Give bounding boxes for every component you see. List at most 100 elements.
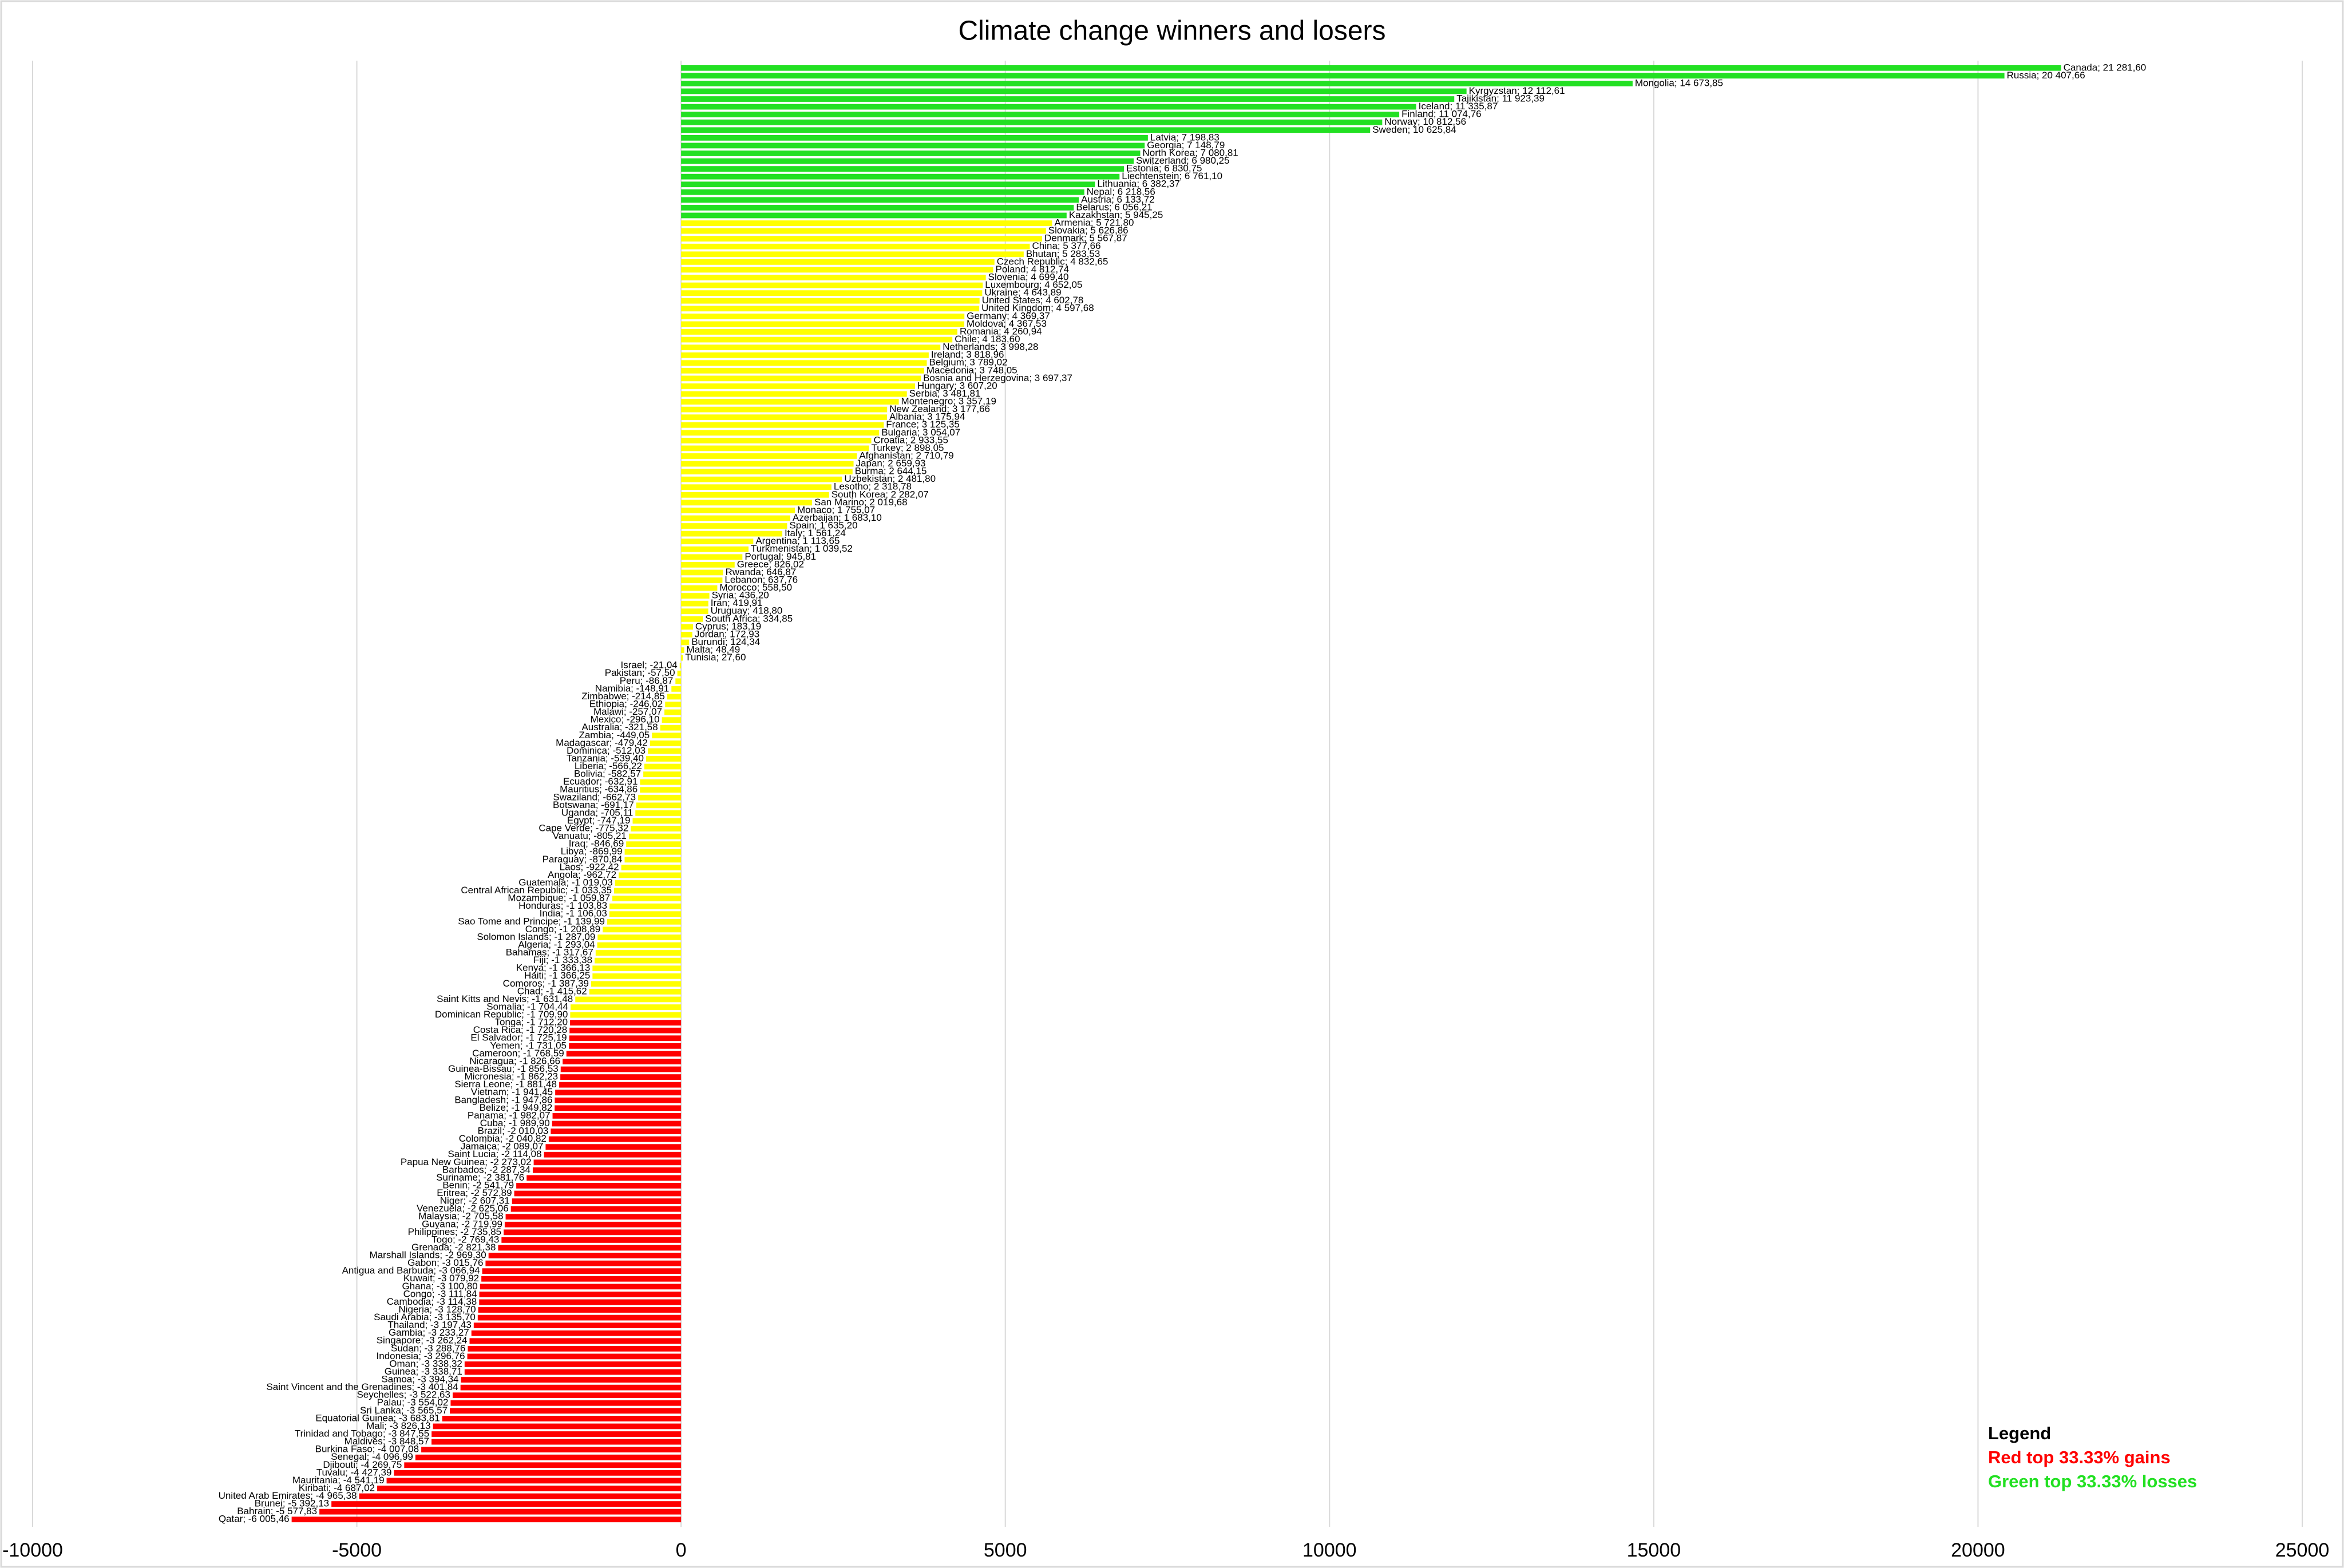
bar: [555, 1105, 682, 1111]
value-label: Vietnam; -1 941,45: [471, 1087, 553, 1098]
bar: [478, 1307, 682, 1313]
value-label: Saudi Arabia; -3 135,70: [374, 1312, 476, 1322]
value-label: Tunisia; 27,60: [685, 652, 746, 663]
bar: [650, 740, 682, 746]
value-label: Fiji; -1 333,38: [533, 955, 592, 965]
value-label: Costa Rica; -1 720,28: [473, 1024, 567, 1035]
bar: [609, 911, 682, 917]
bar: [681, 158, 1134, 164]
bar: [544, 1151, 682, 1158]
bar: [595, 950, 682, 956]
value-label: Chile; 4 183,60: [955, 334, 1020, 345]
value-label: Jordan; 172,93: [695, 628, 759, 639]
bar: [631, 826, 682, 831]
value-label: Czech Republic; 4 832,65: [997, 256, 1108, 267]
value-label: Egypt; -747,19: [567, 815, 631, 826]
value-label: Belgium; 3 789,02: [929, 357, 1007, 368]
bar: [464, 1369, 682, 1375]
value-label: San Marino; 2 019,68: [814, 497, 908, 508]
value-label: Haiti; -1 366,25: [524, 970, 590, 981]
bar: [677, 670, 682, 676]
bar: [681, 151, 1141, 156]
value-label: Saint Vincent and the Grenadines; -3 401…: [266, 1381, 458, 1392]
bar: [681, 554, 743, 560]
bar: [512, 1198, 682, 1204]
bar: [681, 142, 1145, 149]
bar: [421, 1447, 682, 1453]
value-label: Gabon; -3 015,76: [407, 1257, 483, 1268]
value-label: Monaco; 1 755,07: [797, 504, 875, 515]
bar: [479, 1299, 682, 1305]
value-label: Comoros; -1 387,39: [503, 978, 589, 989]
bar: [636, 802, 682, 809]
bar: [614, 888, 682, 894]
value-label: Canada; 21 281,60: [2064, 62, 2147, 73]
value-label: Papua New Guinea; -2 273,02: [401, 1157, 532, 1167]
bar: [404, 1462, 682, 1468]
value-label: Philippines; -2 735,85: [408, 1226, 502, 1237]
value-label: Montenegro; 3 357,19: [901, 396, 996, 407]
bar: [628, 833, 682, 840]
value-label: Turkey; 2 898,05: [872, 442, 944, 453]
bar: [681, 530, 783, 537]
value-label: United States; 4 602,78: [982, 295, 1084, 306]
bar: [597, 935, 682, 940]
bar: [681, 212, 1067, 219]
bar: [681, 73, 2005, 79]
value-label: Kenya; -1 366,13: [516, 963, 590, 973]
value-label: Chad; -1 415,62: [517, 985, 587, 996]
bar: [516, 1183, 682, 1189]
bar: [681, 228, 1046, 234]
bar: [468, 1345, 682, 1352]
value-label: Equatorial Guinea; -3 683,81: [315, 1412, 440, 1423]
value-label: Oman; -3 338,32: [389, 1358, 462, 1369]
value-label: Bhutan; 5 283,53: [1026, 248, 1100, 259]
value-label: Afghanistan; 2 710,79: [859, 450, 953, 461]
value-label: Cameroon; -1 768,59: [472, 1048, 564, 1059]
value-label: Mexico; -296,10: [591, 714, 660, 725]
bar: [681, 600, 708, 607]
value-label: Angola; -962,72: [548, 869, 616, 880]
value-label: Liberia; -566,22: [575, 761, 642, 771]
x-tick-label: 10000: [1302, 1539, 1357, 1561]
value-label: Niger; -2 607,31: [440, 1195, 510, 1206]
value-label: Norway; 10 812,56: [1384, 116, 1466, 127]
bar: [569, 1035, 682, 1042]
bar: [607, 918, 682, 925]
bar: [592, 965, 682, 972]
value-label: Iraq; -846,69: [569, 838, 624, 849]
value-label: Cambodia; -3 114,38: [387, 1296, 477, 1307]
value-label: Guinea; -3 338,71: [385, 1366, 462, 1377]
value-label: Nicaragua; -1 826,66: [469, 1055, 560, 1066]
bar: [501, 1237, 682, 1243]
bar: [473, 1322, 682, 1329]
bar: [559, 1082, 682, 1088]
value-label: Albania; 3 175,94: [889, 411, 965, 422]
bar: [660, 724, 682, 731]
bar: [681, 88, 1467, 94]
value-label: Samoa; -3 394,34: [381, 1374, 458, 1385]
value-label: Paraguay; -870,84: [543, 854, 623, 865]
bar: [571, 1004, 682, 1010]
value-label: Burma; 2 644,15: [855, 466, 927, 477]
bar: [681, 608, 708, 615]
value-label: Djibouti; -4 269,75: [323, 1459, 402, 1470]
bar: [643, 771, 682, 777]
bar: [461, 1377, 682, 1383]
bar: [681, 430, 880, 436]
bar: [681, 437, 872, 444]
bar: [480, 1284, 682, 1290]
value-label: Russia; 20 407,66: [2007, 70, 2085, 81]
bar: [681, 181, 1095, 188]
value-label: Guyana; -2 719,99: [422, 1218, 502, 1229]
value-label: Congo; -3 111,84: [403, 1288, 477, 1299]
value-label: Nepal; 6 218,56: [1087, 186, 1155, 197]
value-label: Slovakia; 5 626,86: [1048, 225, 1129, 236]
value-label: Sao Tome and Principe; -1 139,99: [458, 916, 605, 926]
value-label: Mali; -3 826,13: [366, 1420, 430, 1431]
value-label: Malawi; -257,07: [593, 706, 662, 717]
value-label: Congo; -1 208,89: [525, 924, 600, 935]
bar: [615, 880, 682, 886]
bar: [635, 810, 682, 816]
value-label: Moldova; 4 367,53: [967, 318, 1047, 329]
